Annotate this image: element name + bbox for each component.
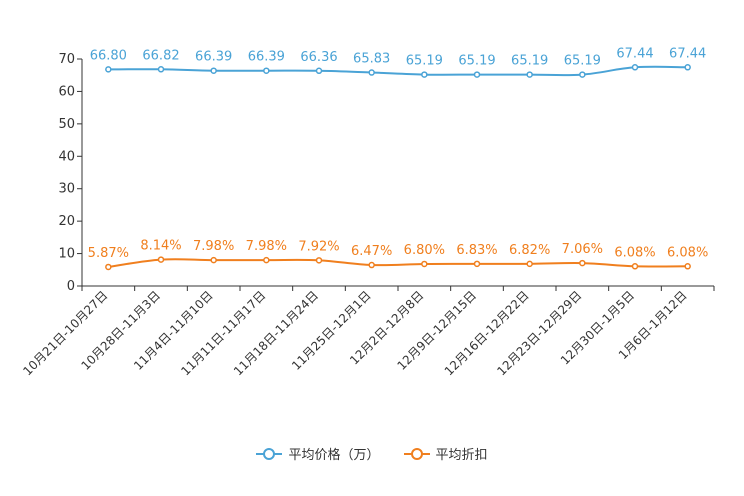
chart-series: 66.80 66.82 66.39 66.39 66.36 65.83 65.19 65.19… xyxy=(88,46,708,271)
data-label: 6.80% xyxy=(404,243,445,258)
legend-item-price[interactable]: 平均价格（万） xyxy=(256,444,380,463)
data-point xyxy=(631,64,639,71)
legend-label-discount: 平均折扣 xyxy=(435,448,488,463)
data-point xyxy=(105,263,112,271)
data-point xyxy=(368,261,375,269)
data-point xyxy=(473,260,481,268)
data-point xyxy=(263,67,270,74)
data-label: 6.82% xyxy=(509,243,550,258)
data-point xyxy=(263,256,270,264)
y-tick-label: 30 xyxy=(58,182,75,197)
data-point xyxy=(368,69,375,76)
data-point xyxy=(526,260,533,268)
x-tick-label: 10月21日-10月27日 xyxy=(20,288,110,378)
data-label: 65.19 xyxy=(406,54,443,69)
y-tick-label: 70 xyxy=(58,52,75,67)
series-0: 66.80 66.82 66.39 66.39 66.36 65.83 65.19 65.19… xyxy=(90,46,706,78)
data-point xyxy=(473,71,481,78)
y-tick-label: 60 xyxy=(58,84,75,99)
data-point xyxy=(157,256,165,263)
data-point xyxy=(210,256,217,264)
data-label: 66.39 xyxy=(248,50,285,65)
data-label: 65.83 xyxy=(353,52,390,67)
series-1: 5.87% 8.14% 7.98% 7.98% 7.92% 6.47% 6.80% 6.83%… xyxy=(88,239,708,271)
data-label: 66.80 xyxy=(90,48,127,63)
data-point xyxy=(157,66,165,73)
data-point xyxy=(315,67,323,75)
data-label: 7.98% xyxy=(193,239,234,254)
legend-line-circle-icon xyxy=(256,447,283,461)
data-label: 8.14% xyxy=(140,239,181,254)
data-point xyxy=(315,257,323,264)
data-point xyxy=(579,259,586,267)
data-point xyxy=(684,64,691,71)
y-tick-label: 50 xyxy=(58,117,75,132)
series-line xyxy=(108,65,688,77)
data-point xyxy=(421,260,428,268)
y-tick-label: 40 xyxy=(58,149,75,164)
chart-axes: 01020304050607010月21日-10月27日10月28日-11月3日… xyxy=(20,52,715,378)
data-label: 65.19 xyxy=(511,54,548,69)
data-label: 7.92% xyxy=(298,239,339,254)
y-tick-label: 20 xyxy=(58,214,75,229)
data-label: 6.08% xyxy=(614,245,655,260)
y-tick-label: 0 xyxy=(67,279,75,294)
legend-label-price: 平均价格（万） xyxy=(288,448,380,463)
data-point xyxy=(684,263,691,270)
data-point xyxy=(579,71,586,78)
legend-line-circle-icon xyxy=(403,447,430,461)
data-label: 6.83% xyxy=(456,243,497,258)
data-label: 66.82 xyxy=(142,48,179,63)
data-label: 67.44 xyxy=(616,46,653,61)
data-point xyxy=(526,71,533,78)
data-point xyxy=(210,67,217,74)
data-label: 6.08% xyxy=(667,245,708,260)
legend-item-discount[interactable]: 平均折扣 xyxy=(403,444,488,463)
data-point xyxy=(631,263,639,270)
series-line xyxy=(108,258,688,268)
data-point xyxy=(421,71,428,78)
chart-legend: 平均价格（万） 平均折扣 xyxy=(0,444,744,463)
data-point xyxy=(105,66,112,73)
data-label: 66.39 xyxy=(195,50,232,65)
data-label: 7.06% xyxy=(562,242,603,257)
y-tick-label: 10 xyxy=(58,247,75,262)
data-label: 6.47% xyxy=(351,244,392,259)
data-label: 66.36 xyxy=(300,50,337,65)
data-label: 67.44 xyxy=(669,46,706,61)
data-label: 7.98% xyxy=(246,239,287,254)
data-label: 5.87% xyxy=(88,246,129,261)
data-label: 65.19 xyxy=(564,54,601,69)
data-label: 65.19 xyxy=(458,54,495,69)
